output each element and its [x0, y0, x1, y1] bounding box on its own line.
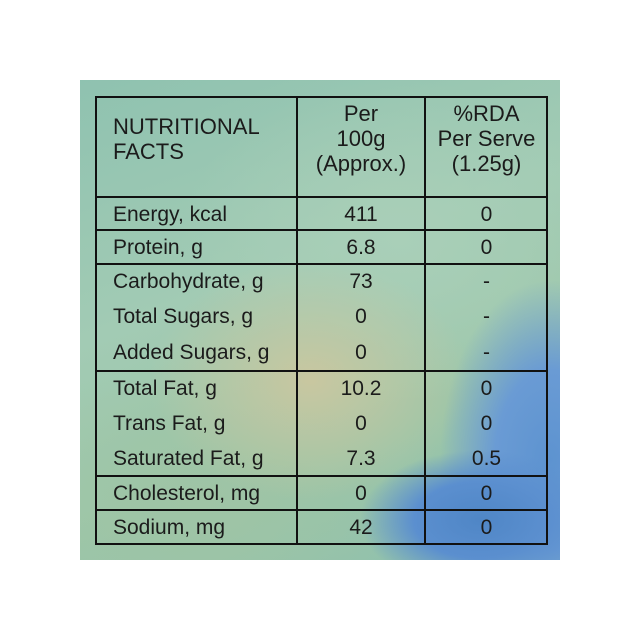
header-text: (Approx.) — [315, 151, 407, 176]
header-text: Per Serve — [437, 126, 536, 151]
header-text: 100g — [336, 126, 386, 151]
row-value: 0 — [480, 377, 493, 400]
row-label: Total Sugars, g — [113, 305, 254, 328]
border — [95, 543, 548, 545]
row-label: Protein, g — [113, 236, 203, 259]
border — [95, 475, 548, 477]
row-label: Saturated Fat, g — [113, 447, 264, 470]
row-value: - — [483, 305, 490, 328]
map-background — [80, 80, 560, 560]
border — [424, 96, 426, 545]
nutrition-table: NUTRITIONAL FACTS Per 100g (Approx.) %RDA Per … — [95, 96, 548, 545]
row-value: 0 — [480, 482, 493, 505]
row-value: 0 — [480, 516, 493, 539]
header-text: NUTRITIONAL — [113, 114, 260, 139]
border — [95, 370, 548, 372]
row-value: 0 — [355, 305, 367, 328]
border — [95, 96, 548, 98]
row-value: 0 — [355, 412, 367, 435]
row-value: 0 — [480, 412, 493, 435]
border — [95, 96, 97, 545]
row-value: 7.3 — [346, 447, 376, 470]
row-label: Added Sugars, g — [113, 341, 270, 364]
row-label: Sodium, mg — [113, 516, 226, 539]
border — [296, 96, 298, 545]
header-text: FACTS — [113, 139, 184, 164]
row-value: 73 — [349, 270, 373, 293]
row-value: 0 — [355, 341, 367, 364]
border — [95, 509, 548, 511]
header-text: (1.25g) — [451, 151, 522, 176]
row-label: Energy, kcal — [113, 203, 227, 226]
row-label: Trans Fat, g — [113, 412, 226, 435]
border — [95, 196, 548, 198]
border — [546, 96, 548, 545]
header-text: %RDA — [453, 101, 520, 126]
row-value: - — [483, 341, 490, 364]
row-value: 0 — [355, 482, 367, 505]
border — [95, 229, 548, 231]
row-value: 6.8 — [346, 236, 376, 259]
row-value: 411 — [344, 203, 378, 226]
header-text: Per — [343, 101, 379, 126]
row-value: 0.5 — [471, 447, 502, 470]
row-label: Carbohydrate, g — [113, 270, 264, 293]
row-value: 0 — [480, 236, 493, 259]
row-value: 10.2 — [340, 377, 382, 400]
border — [95, 263, 548, 265]
row-value: 0 — [480, 203, 493, 226]
row-value: 42 — [349, 516, 373, 539]
row-label: Total Fat, g — [113, 377, 217, 400]
row-label: Cholesterol, mg — [113, 482, 261, 505]
row-value: - — [483, 270, 490, 293]
